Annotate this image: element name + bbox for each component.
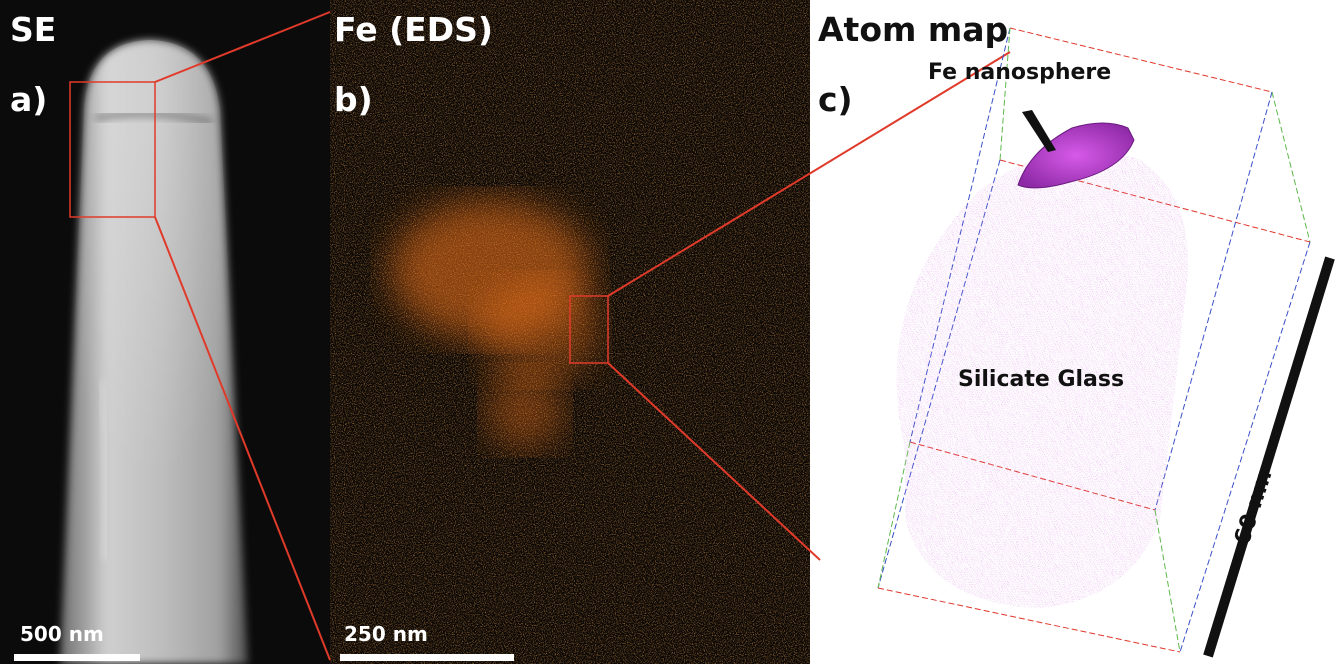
panel-b-label: b) <box>334 80 373 119</box>
panel-b-header: Fe (EDS) <box>334 10 493 49</box>
zoom-box-b <box>569 295 609 364</box>
eds-map-panel: Fe (EDS) b) 250 nm <box>330 0 810 664</box>
se-image <box>60 40 248 664</box>
atom-map <box>877 27 1335 658</box>
scale-bar-c <box>1203 256 1335 658</box>
zoom-box-a <box>69 81 156 218</box>
atom-map-panel: Atom map c) Fe nanosphere Silicate Glass… <box>810 0 1335 664</box>
panel-c-header: Atom map <box>818 10 1009 49</box>
fe-nanosphere-label: Fe nanosphere <box>928 60 1112 85</box>
atom-cloud <box>896 150 1188 608</box>
panel-c-label: c) <box>818 80 853 119</box>
silicate-glass-label: Silicate Glass <box>958 367 1125 392</box>
scale-bar-a-text: 500 nm <box>20 622 104 646</box>
panel-a-label: a) <box>10 80 48 119</box>
se-image-panel: SE a) 500 nm <box>0 0 330 664</box>
eds-map <box>330 0 810 664</box>
panel-a-header: SE <box>10 10 57 49</box>
scale-bar-b <box>340 654 514 661</box>
nanosphere-pointer <box>1022 110 1056 152</box>
scale-bar-b-text: 250 nm <box>344 622 428 646</box>
scale-bar-a <box>14 654 140 661</box>
